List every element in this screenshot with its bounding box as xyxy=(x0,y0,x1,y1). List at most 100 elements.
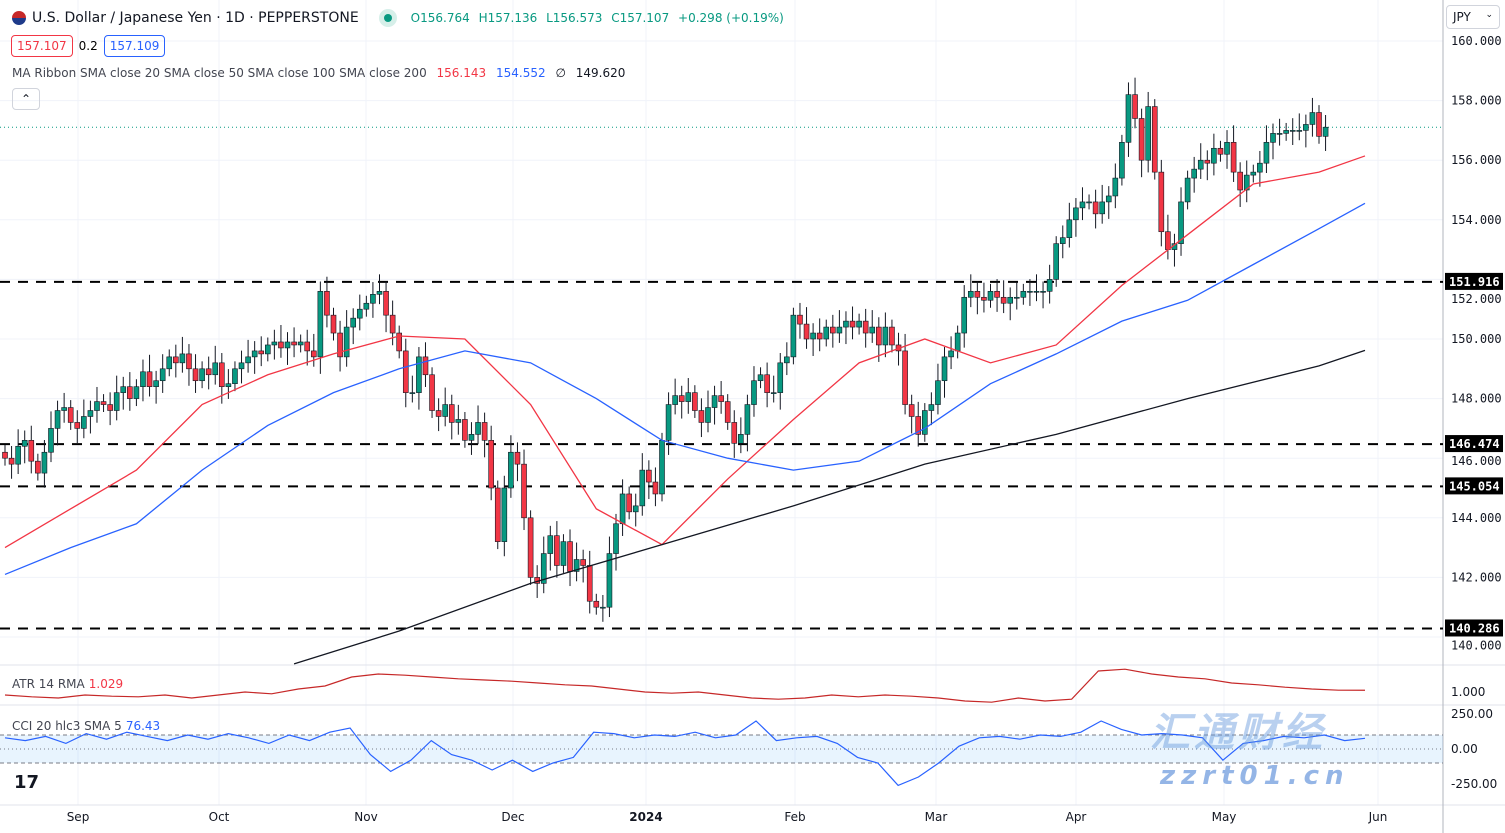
candle xyxy=(757,367,764,389)
level-price-label: 145.054 xyxy=(1449,479,1500,493)
candle-body xyxy=(1296,130,1303,132)
currency-select[interactable]: JPY ⌄ xyxy=(1446,5,1500,29)
candle xyxy=(941,347,948,398)
candle xyxy=(1322,114,1329,151)
candle xyxy=(1151,99,1158,180)
collapse-legend-button[interactable]: ⌃ xyxy=(12,88,40,110)
candle xyxy=(94,386,100,423)
candle-body xyxy=(573,559,580,572)
candle-body xyxy=(843,320,849,328)
candle-body xyxy=(790,314,797,358)
candle-body xyxy=(606,553,613,608)
candle xyxy=(554,521,560,578)
candle xyxy=(882,312,889,358)
candle xyxy=(580,549,586,583)
candle-body xyxy=(738,434,744,444)
candle xyxy=(396,325,403,359)
candle-body xyxy=(324,291,330,316)
candle xyxy=(1178,187,1184,256)
candle xyxy=(1191,156,1197,193)
level-price-badge xyxy=(1445,272,1503,290)
candle xyxy=(803,307,810,349)
candle xyxy=(481,412,488,458)
candle xyxy=(849,306,856,340)
candle-body xyxy=(1204,159,1211,164)
candle xyxy=(41,440,48,488)
candle xyxy=(902,333,908,415)
candle-body xyxy=(1125,94,1132,143)
candle-body xyxy=(15,445,21,465)
tradingview-logo[interactable]: 17 xyxy=(14,772,40,793)
candle-body xyxy=(67,407,74,423)
ma-ribbon-legend[interactable]: MA Ribbon SMA close 20 SMA close 50 SMA … xyxy=(12,66,631,80)
candle-body xyxy=(153,380,159,387)
candle xyxy=(468,422,475,455)
candle-body xyxy=(232,368,238,384)
price-tick-label: 150.000 xyxy=(1451,332,1502,346)
candle xyxy=(830,314,836,348)
candle xyxy=(232,361,238,392)
candle xyxy=(1033,274,1040,302)
candle-body xyxy=(659,440,665,495)
candle-body xyxy=(1217,147,1224,155)
buy-button[interactable]: 157.109 xyxy=(103,35,166,57)
sell-button[interactable]: 157.107 xyxy=(11,35,73,57)
candle-body xyxy=(764,374,770,393)
symbol-title[interactable]: U.S. Dollar / Japanese Yen · 1D · PEPPER… xyxy=(32,10,359,26)
candle-body xyxy=(186,353,192,370)
candle xyxy=(337,320,343,372)
level-price-label: 140.286 xyxy=(1449,621,1500,635)
candle-body xyxy=(1046,279,1053,292)
candle xyxy=(547,525,554,571)
candle-body xyxy=(337,332,343,358)
candle xyxy=(8,445,15,479)
candle xyxy=(1000,280,1007,314)
atr-line xyxy=(4,668,1365,703)
candle-body xyxy=(376,291,383,295)
candle xyxy=(1119,134,1125,186)
candle-body xyxy=(967,291,974,298)
candle-body xyxy=(278,341,284,349)
candle-body xyxy=(1276,133,1283,135)
candle xyxy=(199,361,205,389)
candle-body xyxy=(271,341,278,346)
atr-legend[interactable]: ATR 14 RMA 1.029 xyxy=(12,677,123,691)
candle xyxy=(613,513,619,571)
candle xyxy=(600,594,606,622)
candle xyxy=(1007,287,1014,321)
candle-body xyxy=(1184,177,1191,203)
candle-body xyxy=(127,386,133,399)
ma-ribbon-label: MA Ribbon SMA close 20 SMA close 50 SMA … xyxy=(12,66,427,80)
candle-body xyxy=(941,356,948,382)
candle xyxy=(455,404,462,435)
price-tick-label: 160.000 xyxy=(1451,34,1502,48)
cci-legend[interactable]: CCI 20 hlc3 SMA 5 76.43 xyxy=(12,719,160,733)
candle xyxy=(422,342,429,387)
candle-body xyxy=(416,356,422,393)
candle-body xyxy=(448,404,455,423)
price-tick-label: 156.000 xyxy=(1451,153,1502,167)
candle xyxy=(632,493,639,527)
candle-body xyxy=(1270,133,1276,143)
candle-body xyxy=(107,404,113,411)
candle xyxy=(711,385,718,425)
candle xyxy=(573,542,580,582)
candle xyxy=(777,353,784,410)
candle-body xyxy=(961,296,968,334)
candle xyxy=(356,294,363,331)
time-tick-label: Jun xyxy=(1368,810,1388,824)
candle-body xyxy=(882,326,889,346)
candle-body xyxy=(370,293,376,304)
cci-value: 76.43 xyxy=(125,719,161,733)
candle xyxy=(501,475,508,557)
candle-body xyxy=(1086,201,1092,204)
candle-body xyxy=(501,487,508,542)
candle xyxy=(212,345,219,385)
candle xyxy=(915,401,922,447)
candle-body xyxy=(731,422,738,444)
candle-body xyxy=(1105,195,1112,203)
candle xyxy=(586,550,593,614)
candle-body xyxy=(580,559,586,566)
candle xyxy=(350,308,357,345)
